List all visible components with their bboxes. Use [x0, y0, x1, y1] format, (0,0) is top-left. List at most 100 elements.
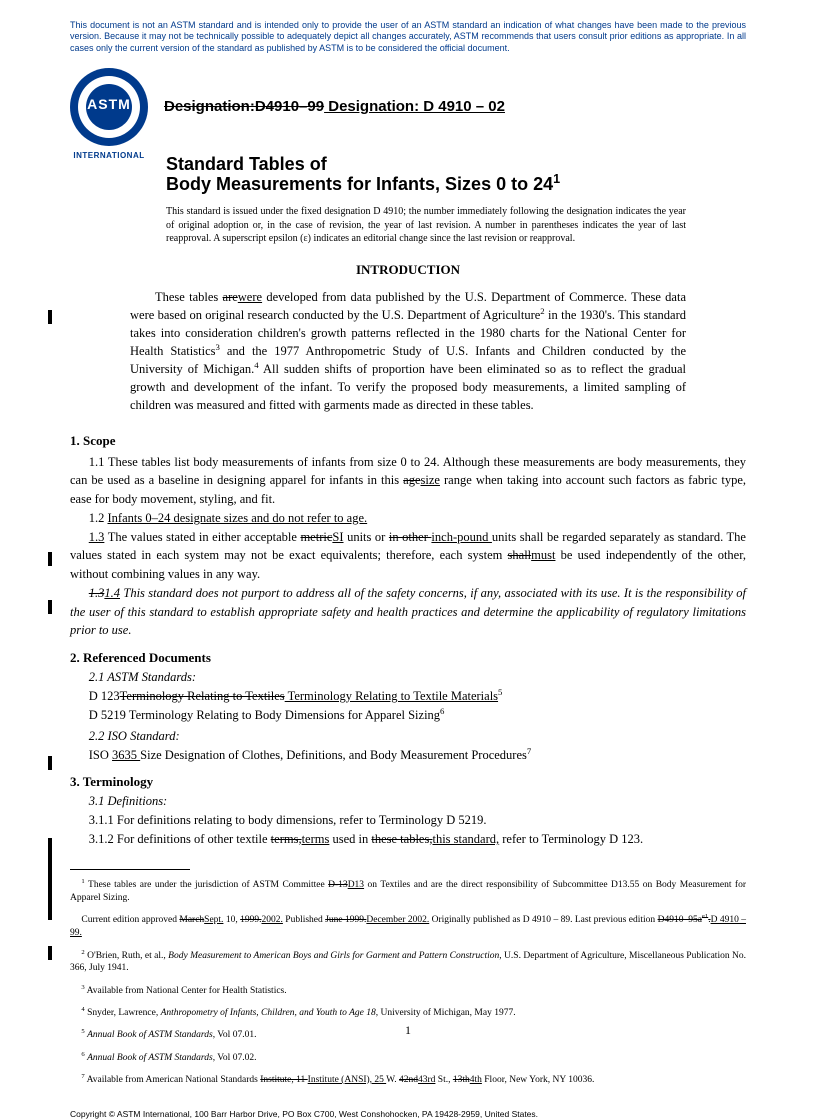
fn7c: St., [435, 1075, 452, 1085]
fn3: Available from National Center for Healt… [85, 986, 287, 996]
change-bar [48, 310, 52, 324]
sec1-p3b: units or [344, 530, 389, 544]
sec3-p2-u2: this standard, [432, 832, 499, 846]
sec2-r3a: ISO [89, 748, 112, 762]
fn1c-u3: December 2002. [366, 915, 429, 925]
logo-subtext: INTERNATIONAL [64, 151, 154, 160]
fn7a: Available from American National Standar… [85, 1075, 261, 1085]
sec3-p2-s1: terms, [271, 832, 302, 846]
sec1-p4-s: 1.3 [89, 586, 105, 600]
sec3-p2c: refer to Terminology D 123. [499, 832, 643, 846]
sec1-p2-ul: Infants 0–24 designate sizes and do not … [108, 511, 368, 525]
fn1c-u1: Sept. [204, 915, 223, 925]
copyright-line: Copyright © ASTM International, 100 Barr… [70, 1109, 746, 1119]
sec2-r1-u: Terminology Relating to Textile Material… [285, 689, 498, 703]
footnote-1c: Current edition approved MarchSept. 10, … [70, 914, 746, 940]
fn4-pre: Snyder, Lawrence, [85, 1008, 161, 1018]
section-2-head: 2. Referenced Documents [70, 650, 746, 666]
logo-text: ASTM [70, 96, 148, 112]
sec2-r2: D 5219 Terminology Relating to Body Dime… [70, 706, 746, 725]
sec3-p1: 3.1.1 For definitions relating to body d… [70, 811, 746, 830]
intro-ul: were [238, 290, 262, 304]
fn1c-b: 10, [223, 915, 240, 925]
designation-new: Designation: D 4910 – 02 [324, 98, 505, 115]
fn1c-s3: June 1999. [325, 915, 366, 925]
footnote-2: 2 O'Brien, Ruth, et al., Body Measuremen… [70, 950, 746, 976]
fn2-title: Body Measurement to American Boys and Gi… [168, 951, 499, 961]
document-page: This document is not an ASTM standard an… [0, 0, 816, 1056]
disclaimer-text: This document is not an ASTM standard an… [70, 20, 746, 54]
sec2-r2a: D 5219 Terminology Relating to Body Dime… [89, 708, 440, 722]
change-bar [48, 838, 52, 920]
fn7b: W. [386, 1075, 399, 1085]
change-bar [48, 600, 52, 614]
sec2-r1-sup: 5 [498, 687, 502, 697]
fn7-s2: 42nd [399, 1075, 418, 1085]
sec1-p1-ul: size [421, 473, 440, 487]
sec2-r1-s: Terminology Relating to Textiles [120, 689, 285, 703]
sec3-p2-u1: terms [302, 832, 330, 846]
fn2-pre: O'Brien, Ruth, et al., [85, 951, 168, 961]
sec1-p3-s3: shall [508, 548, 532, 562]
issuance-note: This standard is issued under the fixed … [166, 205, 686, 246]
fn1c-s1: March [179, 915, 204, 925]
fn4-post: , University of Michigan, May 1977. [376, 1008, 516, 1018]
fn6-post: , Vol 07.02. [213, 1053, 257, 1063]
section-1-head: 1. Scope [70, 433, 746, 449]
sec2-r3-u: 3635 [112, 748, 140, 762]
fn7-u1: Institute (ANSI), 25 [308, 1075, 386, 1085]
sec2-r2-sup: 6 [440, 706, 444, 716]
change-bar [48, 756, 52, 770]
change-bar [48, 552, 52, 566]
title-line-2: Body Measurements for Infants, Sizes 0 t… [166, 174, 746, 195]
fn1a: These tables are under the jurisdiction … [85, 880, 328, 890]
sec1-p3-s2: in other [389, 530, 432, 544]
intro-t1: These tables [155, 290, 223, 304]
fn1-s1: D-13 [328, 880, 348, 890]
change-bar [48, 946, 52, 960]
title-line-1: Standard Tables of [166, 154, 746, 175]
fn7-u3: 4th [470, 1075, 482, 1085]
title-sup: 1 [553, 172, 560, 186]
sec2-sub1: 2.1 ASTM Standards: [70, 670, 746, 685]
footnote-4: 4 Snyder, Lawrence, Anthropometry of Inf… [70, 1007, 746, 1020]
sec2-r1: D 123Terminology Relating to Textiles Te… [70, 687, 746, 706]
fn1c-u2: 2002. [262, 915, 283, 925]
fn7-s1: Institute, 11 [260, 1075, 307, 1085]
fn7d: Floor, New York, NY 10036. [482, 1075, 594, 1085]
sec1-p3-u1: SI [332, 530, 343, 544]
sec1-p3-u2: inch-pound [431, 530, 492, 544]
fn1c-s4: D4910–95ae1. [658, 915, 711, 925]
sec3-p2a: 3.1.2 For definitions of other textile [89, 832, 271, 846]
intro-strike: are [223, 290, 238, 304]
header-row: ASTM INTERNATIONAL Designation:D4910–99 … [70, 68, 746, 146]
section-3-head: 3. Terminology [70, 774, 746, 790]
sec2-r3-sup: 7 [527, 745, 531, 755]
fn1c-d: Originally published as D 4910 – 89. Las… [429, 915, 657, 925]
fn1-u1: D13 [348, 880, 364, 890]
title-block: Standard Tables of Body Measurements for… [166, 154, 746, 195]
page-number: 1 [0, 1023, 816, 1038]
fn1c-s2: 1999. [240, 915, 261, 925]
fn1c-c: Published [283, 915, 325, 925]
sec3-p2-s2: these tables, [371, 832, 432, 846]
sec3-sub: 3.1 Definitions: [70, 794, 746, 809]
sec1-p4-u: 1.4 [104, 586, 120, 600]
sec1-p3: 1.3 The values stated in either acceptab… [70, 528, 746, 584]
footnote-7: 7 Available from American National Stand… [70, 1074, 746, 1087]
sec1-p1: 1.1 These tables list body measurements … [70, 453, 746, 509]
sec1-p3a: The values stated in either acceptable [104, 530, 300, 544]
fn1c-a: Current edition approved [81, 915, 179, 925]
sec2-r3b: Size Designation of Clothes, Definitions… [140, 748, 527, 762]
sec3-p2b: used in [329, 832, 371, 846]
fn7-s3: 13th [453, 1075, 470, 1085]
sec1-p1-strike: age [403, 473, 420, 487]
footnote-6: 6 Annual Book of ASTM Standards, Vol 07.… [70, 1052, 746, 1065]
sec2-r3: ISO 3635 Size Designation of Clothes, De… [70, 746, 746, 765]
intro-paragraph: These tables arewere developed from data… [130, 288, 686, 415]
astm-logo-icon: ASTM INTERNATIONAL [70, 68, 148, 146]
footnote-3: 3 Available from National Center for Hea… [70, 985, 746, 998]
sec2-r1a: D 123 [89, 689, 120, 703]
change-bar-layer [48, 0, 56, 1056]
sec1-p4: 1.31.4 This standard does not purport to… [70, 584, 746, 640]
